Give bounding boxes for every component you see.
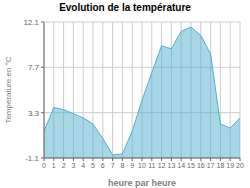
svg-text:15: 15	[187, 162, 195, 169]
html-text:Evolution de la température: Evolution de la température	[59, 2, 191, 13]
svg-text:7.7: 7.7	[28, 63, 40, 72]
svg-text:6: 6	[101, 162, 105, 169]
svg-text:18: 18	[217, 162, 225, 169]
svg-text:2: 2	[62, 162, 66, 169]
svg-text:14: 14	[177, 162, 185, 169]
svg-text:12: 12	[158, 162, 166, 169]
svg-text:8: 8	[120, 162, 124, 169]
svg-text:3.3: 3.3	[28, 109, 40, 118]
svg-text:7: 7	[111, 162, 115, 169]
svg-text:16: 16	[197, 162, 205, 169]
svg-text:13: 13	[168, 162, 176, 169]
svg-text:Température en °C: Température en °C	[8, 56, 13, 123]
svg-text:3: 3	[71, 162, 75, 169]
svg-text:5: 5	[91, 162, 95, 169]
svg-text:11: 11	[148, 162, 155, 169]
svg-text:heure par heure: heure par heure	[108, 178, 176, 188]
svg-text:-1.1: -1.1	[25, 154, 39, 163]
svg-text:10: 10	[138, 162, 146, 169]
svg-text:4: 4	[81, 162, 85, 169]
svg-text:19: 19	[226, 162, 234, 169]
svg-text:0: 0	[42, 162, 46, 169]
svg-text:17: 17	[207, 162, 215, 169]
svg-text:12.1: 12.1	[23, 18, 39, 27]
svg-text:20: 20	[236, 162, 242, 169]
svg-text:9: 9	[130, 162, 134, 169]
svg-text:1: 1	[52, 162, 56, 169]
